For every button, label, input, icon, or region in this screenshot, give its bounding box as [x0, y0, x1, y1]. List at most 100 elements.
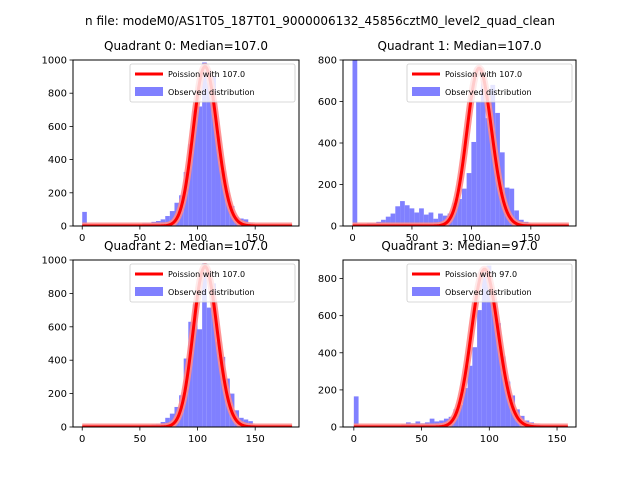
x-tick-label: 0	[79, 434, 85, 445]
histogram-bar	[491, 298, 497, 427]
histogram-bar	[188, 143, 193, 226]
y-tick-label: 0	[331, 222, 337, 233]
subplot-quadrant-1: 0 50 100 150 0 200 400 600 800 Quadrant 1: Median…	[318, 39, 577, 244]
legend-label-observed: Observed distribution	[445, 288, 532, 297]
x-tick-label: 100	[462, 233, 481, 244]
histogram-bar	[395, 206, 401, 226]
y-tick-label: 200	[48, 389, 67, 400]
histogram-bar	[466, 173, 472, 226]
histogram-bar	[353, 396, 359, 427]
y-tick-label: 800	[48, 89, 67, 100]
legend-bar-swatch	[135, 287, 163, 296]
x-tick-label: 150	[246, 434, 265, 445]
subplot-title: Quadrant 0: Median=107.0	[104, 39, 268, 53]
legend-bar-swatch	[135, 87, 163, 96]
y-tick-label: 600	[318, 311, 337, 322]
histogram-bar	[428, 212, 434, 226]
x-tick-label: 50	[134, 434, 147, 445]
figure-suptitle: n file: modeM0/AS1T05_187T01_9000006132_…	[85, 14, 555, 28]
x-tick-label: 0	[79, 233, 85, 244]
histogram-bar	[471, 141, 477, 226]
y-tick-label: 200	[48, 188, 67, 199]
legend-label-poisson: Poission with 97.0	[445, 270, 517, 279]
plot-area	[351, 265, 571, 427]
histogram-bar	[505, 381, 511, 427]
legend: Poission with 107.0 Observed distribution	[129, 63, 296, 103]
y-tick-label: 400	[318, 139, 337, 150]
histogram-bar	[82, 211, 87, 226]
histogram-bar	[485, 118, 491, 226]
histogram-bar	[414, 212, 420, 226]
histogram-bar	[514, 210, 519, 226]
y-tick-label: 1000	[42, 256, 67, 267]
histogram-bar	[169, 211, 175, 226]
histogram-bar	[165, 216, 170, 226]
legend-box	[129, 263, 296, 303]
histogram-bar	[206, 307, 212, 427]
histogram-bar	[215, 341, 221, 427]
histogram-bar	[457, 199, 462, 226]
histogram-bar	[462, 388, 468, 427]
axes-frame	[72, 59, 300, 227]
y-tick-label: 600	[318, 97, 337, 108]
legend-label-observed: Observed distribution	[168, 288, 255, 297]
legend-box	[129, 63, 296, 103]
histogram-bar	[225, 192, 230, 226]
y-tick-label: 200	[318, 180, 337, 191]
legend-bar-swatch	[412, 287, 440, 296]
y-tick-label: 400	[318, 348, 337, 359]
subplot-quadrant-3: 0 50 100 150 0 200 400 600 800 Quadrant 3: Median…	[318, 239, 577, 445]
legend-bar-swatch	[412, 87, 440, 96]
y-tick-label: 600	[48, 122, 67, 133]
histogram-bar	[202, 263, 207, 427]
histogram-bar	[458, 404, 463, 427]
y-tick-label: 800	[318, 56, 337, 67]
histogram-bar	[476, 101, 481, 226]
subplot-title: Quadrant 3: Median=97.0	[381, 239, 537, 253]
legend-label-observed: Observed distribution	[168, 88, 255, 97]
y-tick-label: 1000	[42, 56, 67, 67]
y-tick-label: 0	[61, 222, 67, 233]
histogram-bar	[429, 418, 435, 427]
histogram-bar	[461, 188, 467, 226]
histogram-bar	[211, 76, 216, 226]
histogram-bar	[211, 283, 216, 427]
histogram-bar	[165, 417, 170, 427]
x-tick-label: 50	[406, 233, 419, 244]
histogram-bar	[496, 323, 501, 427]
histogram-bar	[500, 356, 506, 427]
y-tick-label: 600	[48, 322, 67, 333]
histogram-bar	[472, 347, 478, 427]
x-tick-label: 150	[246, 233, 265, 244]
subplot-title: Quadrant 2: Median=107.0	[104, 239, 268, 253]
y-tick-label: 0	[331, 423, 337, 434]
y-tick-label: 800	[48, 289, 67, 300]
histogram-bar	[202, 62, 207, 226]
x-tick-label: 0	[349, 233, 355, 244]
legend-box	[406, 263, 573, 303]
axes-frame	[342, 259, 577, 428]
histogram-bar	[509, 188, 515, 226]
histogram-bar	[220, 171, 226, 226]
legend-label-poisson: Poission with 107.0	[445, 70, 522, 79]
histogram-bar	[480, 80, 486, 226]
x-tick-label: 100	[188, 434, 207, 445]
poisson-curve	[353, 267, 569, 427]
legend: Poission with 107.0 Observed distribution	[129, 263, 296, 303]
histogram-bar	[197, 329, 203, 427]
y-tick-label: 200	[318, 385, 337, 396]
x-tick-label: 50	[415, 434, 428, 445]
histogram-bar	[385, 216, 391, 226]
histogram-bar	[197, 106, 203, 226]
legend: Poission with 107.0 Observed distribution	[406, 63, 573, 103]
histogram-bar	[404, 205, 410, 226]
histogram-bar	[438, 213, 443, 226]
histogram-bar	[419, 208, 424, 226]
histogram-bar	[467, 365, 473, 427]
legend-label-observed: Observed distribution	[445, 88, 532, 97]
histogram-bar	[352, 60, 358, 226]
histogram-bar	[486, 265, 492, 427]
histogram-bar	[481, 270, 487, 427]
x-tick-label: 150	[521, 233, 540, 244]
